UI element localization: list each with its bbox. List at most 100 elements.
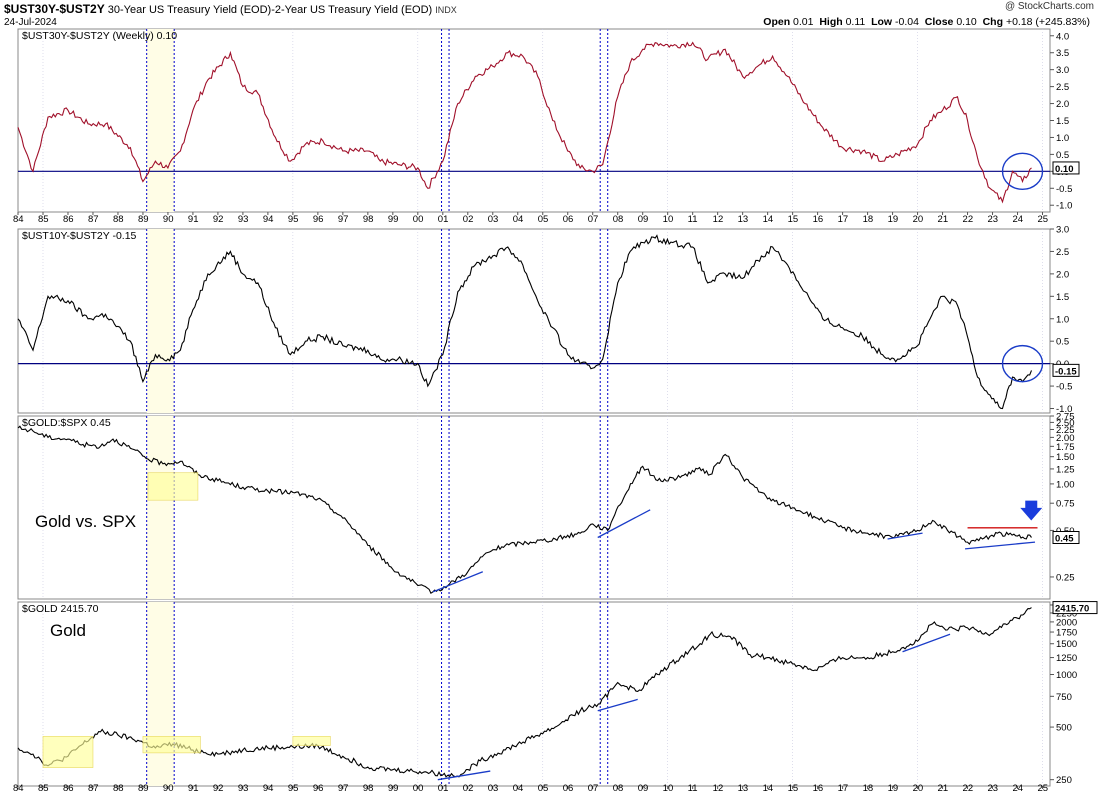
- y-tick-label: 1750: [1056, 628, 1077, 639]
- trend-line: [887, 532, 923, 540]
- x-tick-label: 90: [163, 214, 174, 225]
- y-tick-label: 2.50: [1056, 418, 1075, 429]
- last-value-badge: 0.45: [1052, 530, 1080, 544]
- x-tick-label: 12: [713, 214, 724, 225]
- x-tick-label: 95: [288, 214, 299, 225]
- watermark[interactable]: @ StockCharts.com: [1004, 1, 1094, 12]
- y-tick-label: 1.5: [1056, 292, 1069, 303]
- highlight-box: [292, 736, 331, 746]
- panel-4: 2500225020001750150012501000750500250$GO…: [17, 600, 1098, 787]
- x-tick-label: 94: [263, 783, 274, 794]
- x-tick-label: 90: [163, 783, 174, 794]
- x-tick-label: 05: [538, 783, 549, 794]
- x-tick-label: 14: [763, 783, 774, 794]
- x-tick-label: 09: [638, 783, 649, 794]
- series-line: [17, 425, 1032, 595]
- panel-annotation: Gold vs. SPX: [35, 512, 136, 531]
- chart-date: 24-Jul-2024: [4, 17, 57, 28]
- y-tick-label: 1.25: [1056, 464, 1075, 475]
- x-tick-label: 84: [13, 783, 24, 794]
- x-tick-label: 86: [63, 214, 74, 225]
- panel-1: 4.03.53.02.52.01.51.00.50.0-0.5-1.0$UST3…: [17, 28, 1080, 213]
- trend-line: [432, 571, 484, 593]
- x-tick-label: 18: [863, 783, 874, 794]
- y-tick-label: 1.0: [1056, 314, 1069, 325]
- x-axis: 84 85 86 87 88 89 90 91 92 93 94 95 96 97 98 99 00 01 02 03…: [13, 212, 1048, 225]
- y-tick-label: 2.5: [1056, 82, 1069, 93]
- x-tick-label: 06: [563, 214, 574, 225]
- last-value-box: [1052, 363, 1080, 377]
- x-tick-label: 06: [563, 783, 574, 794]
- highlight-circle: [1001, 152, 1044, 191]
- y-tick-label: 4.0: [1056, 31, 1069, 42]
- high-label: High: [819, 16, 843, 28]
- x-tick-label: 11: [688, 783, 698, 794]
- y-tick-label: 2.5: [1056, 247, 1069, 258]
- x-tick-label: 16: [813, 783, 824, 794]
- panel-frame: [17, 601, 1051, 787]
- last-value-badge: -0.15: [1052, 363, 1080, 377]
- x-tick-label: 86: [63, 783, 74, 794]
- x-tick-label: 02: [463, 783, 474, 794]
- x-tick-label: 22: [963, 214, 974, 225]
- x-tick-label: 97: [338, 214, 349, 225]
- highlight-column: [146, 602, 175, 786]
- last-value-text: 2415.70: [1055, 604, 1089, 615]
- panel-frame: [17, 228, 1051, 414]
- y-tick-label: 3.5: [1056, 48, 1069, 59]
- y-tick-label: 250: [1056, 775, 1072, 786]
- y-tick-label: 0.5: [1056, 150, 1069, 161]
- panel-annotation: Gold: [50, 621, 86, 640]
- y-tick-label: 2.25: [1056, 425, 1075, 436]
- highlight-box: [42, 736, 94, 768]
- x-tick-label: 95: [288, 783, 299, 794]
- x-tick-label: 14: [763, 214, 774, 225]
- highlight-column: [146, 416, 175, 599]
- highlight-column: [146, 29, 175, 212]
- x-tick-label: 21: [938, 783, 949, 794]
- panel-title: $UST10Y-$UST2Y -0.15: [22, 230, 137, 242]
- y-tick-label: 0.25: [1056, 572, 1075, 583]
- last-value-badge: 2415.70: [1052, 601, 1098, 615]
- y-tick-label: -0.5: [1056, 184, 1072, 195]
- x-tick-label: 89: [138, 783, 149, 794]
- x-tick-label: 85: [38, 214, 49, 225]
- x-tick-label: 25: [1038, 214, 1049, 225]
- y-tick-label: 1250: [1056, 653, 1077, 664]
- trend-line: [902, 633, 951, 653]
- close-label: Close: [924, 16, 954, 28]
- x-tick-label: 23: [988, 783, 999, 794]
- x-tick-label: 00: [413, 214, 424, 225]
- chg-label: Chg: [982, 16, 1004, 28]
- x-tick-label: 08: [613, 214, 624, 225]
- x-tick-label: 88: [113, 214, 124, 225]
- x-tick-label: 25: [1038, 783, 1049, 794]
- x-tick-label: 87: [88, 783, 99, 794]
- x-tick-label: 09: [638, 214, 649, 225]
- trend-line: [597, 698, 638, 712]
- y-tick-label: -1.0: [1056, 404, 1072, 415]
- x-tick-label: 05: [538, 214, 549, 225]
- x-tick-label: 01: [438, 214, 449, 225]
- x-tick-label: 92: [213, 783, 224, 794]
- y-tick-label: 2000: [1056, 617, 1077, 628]
- series-line: [17, 41, 1032, 204]
- y-tick-label: 1.0: [1056, 133, 1069, 144]
- y-tick-label: 750: [1056, 692, 1072, 703]
- x-tick-label: 00: [413, 783, 424, 794]
- chg-value: +0.18 (+245.83%): [1005, 16, 1090, 28]
- last-value-text: 0.10: [1055, 164, 1074, 175]
- y-axis: 3.02.52.01.51.00.50.0-0.5-1.0: [1050, 225, 1072, 415]
- x-tick-label: 10: [663, 783, 674, 794]
- x-tick-label: 17: [838, 214, 849, 225]
- x-axis: 84 85 86 87 88 89 90 91 92 93 94 95 96 97 98 99 00 01 02 03…: [13, 783, 1048, 794]
- y-tick-label: 1.5: [1056, 116, 1069, 127]
- panel-title: $GOLD 2415.70: [22, 603, 99, 615]
- x-tick-label: 88: [113, 783, 124, 794]
- y-tick-label: 2.75: [1056, 412, 1075, 423]
- open-value: 0.01: [793, 16, 814, 28]
- x-tick-label: 02: [463, 214, 474, 225]
- x-tick-label: 20: [913, 214, 924, 225]
- x-tick-label: 13: [738, 783, 749, 794]
